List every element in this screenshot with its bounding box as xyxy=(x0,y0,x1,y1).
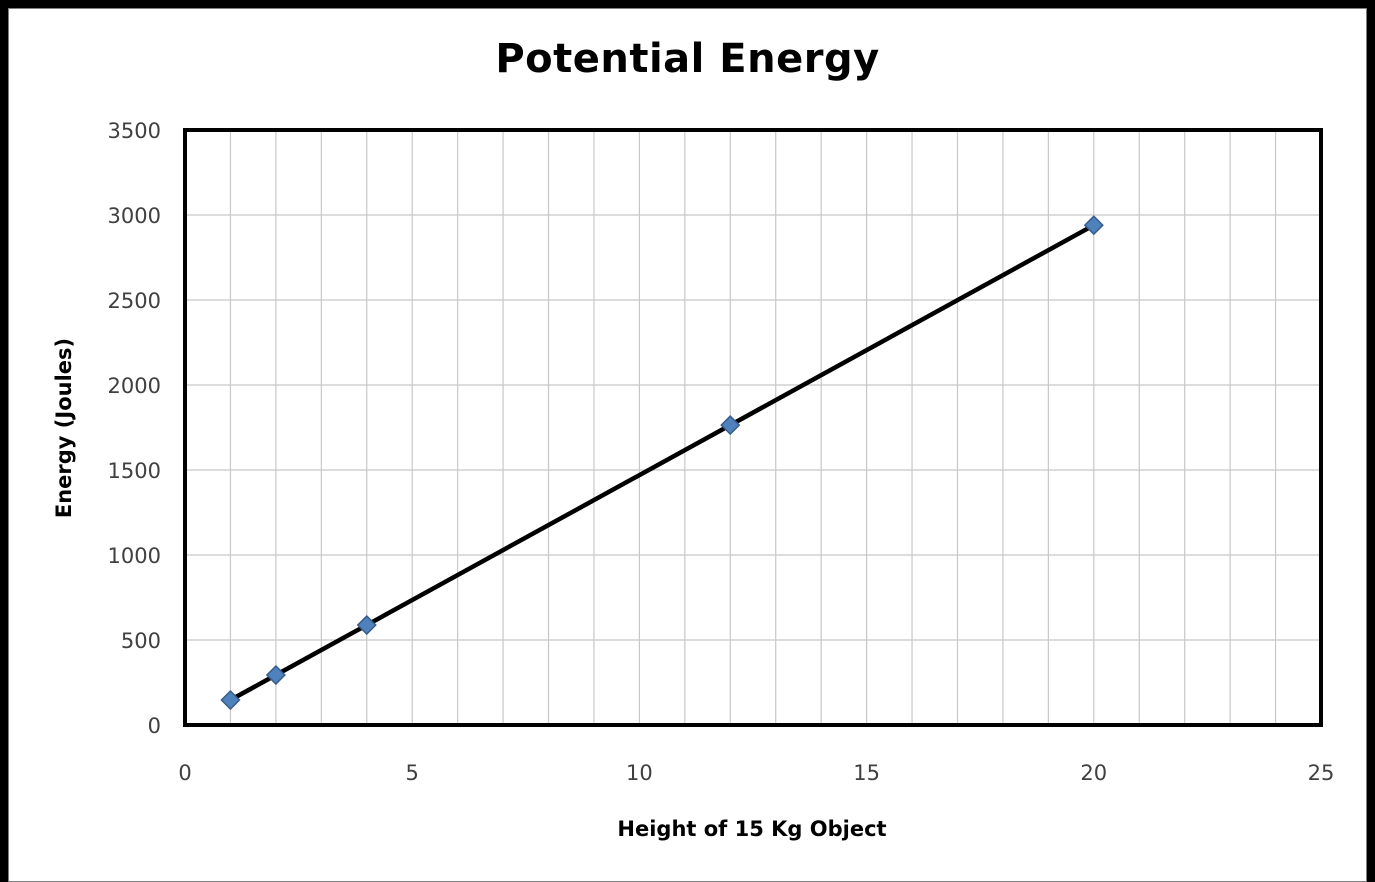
x-axis-title: Height of 15 Kg Object xyxy=(617,817,886,841)
y-tick-labels: 0 500 1000 1500 2000 2500 3000 3500 xyxy=(108,119,161,738)
y-axis-title: Energy (Joules) xyxy=(52,338,76,518)
series-line-layer xyxy=(229,223,1095,702)
x-tick-label: 20 xyxy=(1080,761,1107,785)
data-point xyxy=(220,689,241,711)
plot-border-layer xyxy=(183,128,1323,727)
gridlines xyxy=(185,130,1321,725)
data-points xyxy=(220,215,1104,711)
plot-area-border xyxy=(183,128,1323,727)
y-tick-label: 1000 xyxy=(108,544,161,568)
y-tick-label: 2000 xyxy=(108,374,161,398)
y-tick-label: 3500 xyxy=(108,119,161,143)
x-tick-label: 25 xyxy=(1308,761,1335,785)
x-tick-label: 0 xyxy=(178,761,191,785)
x-tick-label: 10 xyxy=(626,761,653,785)
y-tick-label: 3000 xyxy=(108,204,161,228)
chart-title: Potential Energy xyxy=(495,36,880,82)
x-tick-labels: 0 5 10 15 20 25 xyxy=(178,761,1334,785)
data-point xyxy=(720,415,741,436)
y-tick-label: 1500 xyxy=(108,459,161,483)
x-tick-label: 15 xyxy=(853,761,880,785)
series-line xyxy=(229,223,1095,702)
y-tick-label: 2500 xyxy=(108,289,161,313)
chart-frame xyxy=(8,8,1367,882)
x-tick-label: 5 xyxy=(406,761,419,785)
data-point xyxy=(1083,215,1104,236)
y-tick-label: 500 xyxy=(121,629,161,653)
data-point xyxy=(265,664,286,686)
y-tick-label: 0 xyxy=(148,714,161,738)
data-point xyxy=(356,614,377,636)
